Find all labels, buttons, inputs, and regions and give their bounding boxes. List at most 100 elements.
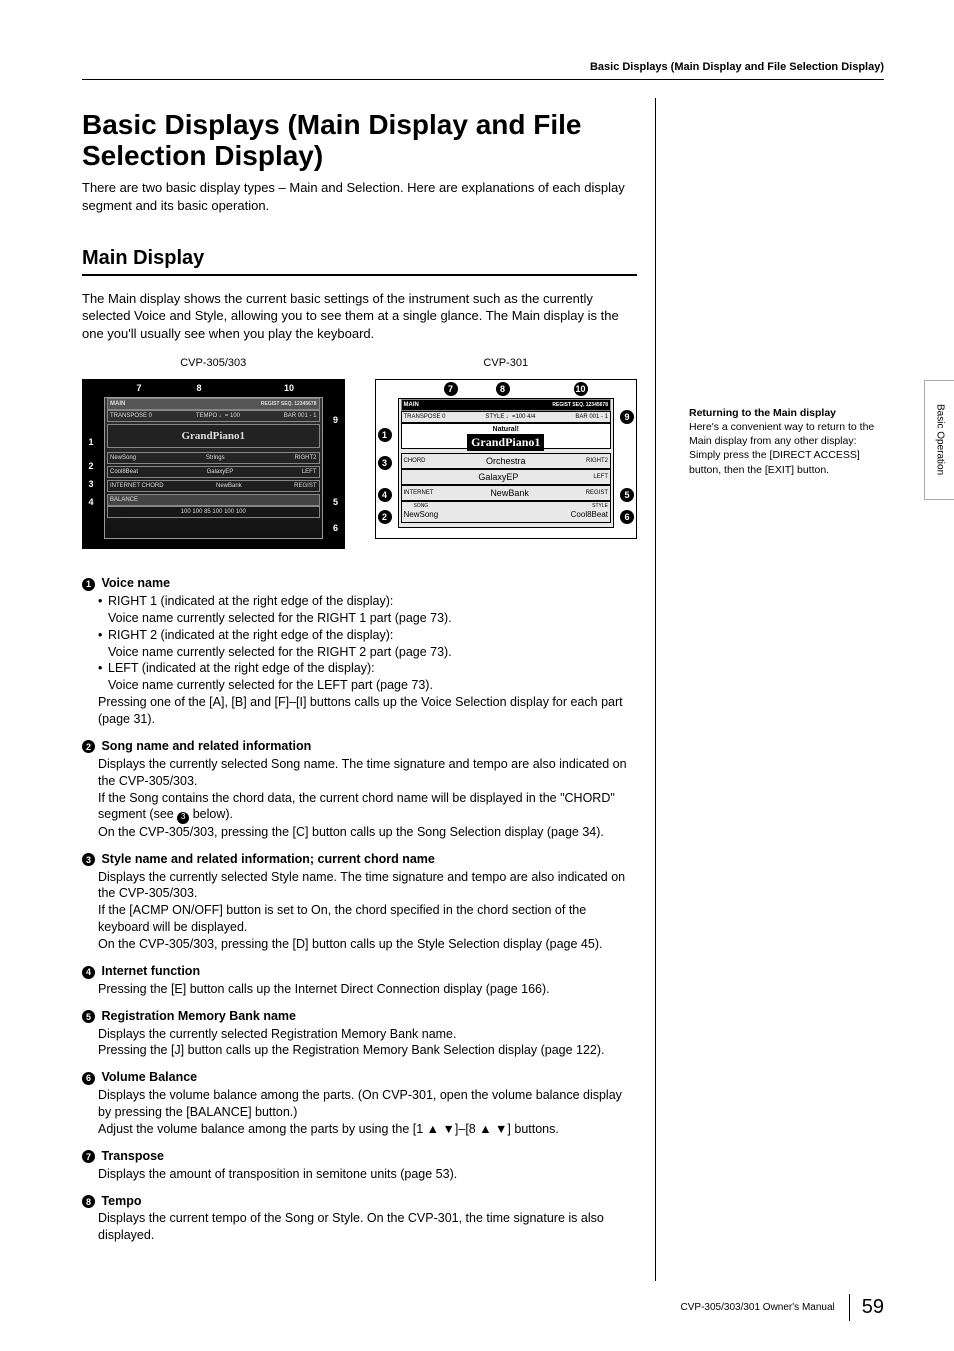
fa-strings: Strings [206,454,225,462]
screen-a-status: TRANSPOSE 0TEMPO ♩= 100BAR 001 - 1 [107,410,320,422]
section-intro: The Main display shows the current basic… [82,290,637,343]
fa-balance: BALANCE [110,496,138,504]
callout-3: 3 [84,477,98,491]
screen-b-song: SONGNewSong STYLECool8Beat [401,501,612,523]
item-2: 2 Song name and related informationDispl… [82,738,637,841]
fa-regist: REGIST SEQ. 12345678 [261,401,317,408]
item-number-badge: 4 [82,966,95,979]
item-7: 7 TransposeDisplays the amount of transp… [82,1148,637,1183]
callout-b8: 8 [496,382,510,396]
screen-b-status: TRANSPOSE 0STYLE ♩=100 4/4BAR 001 - 1 [401,411,612,423]
fb-songlbl: SONG [404,503,439,510]
main-column: Basic Displays (Main Display and File Se… [82,110,637,1254]
figure-right-label: CVP-301 [375,356,638,371]
item-head: 7 Transpose [82,1148,637,1165]
note-body: Here's a convenient way to return to the… [689,420,884,477]
item-text: Displays the amount of transposition in … [98,1166,637,1183]
item-text: Displays the currently selected Registra… [98,1026,637,1060]
page-footer: CVP-305/303/301 Owner's Manual 59 [681,1294,884,1321]
screen-b-r2: CHORDOrchestraRIGHT2 [401,453,612,469]
screen-b: MAINREGIST SEQ. 12345678 TRANSPOSE 0STYL… [398,398,615,528]
fb-newsong: NewSong [404,510,439,519]
item-text: Displays the volume balance among the pa… [98,1087,637,1138]
intro-text: There are two basic display types – Main… [82,179,637,214]
screen-b-left: GalaxyEP LEFT [401,469,612,485]
callout-b4: 4 [378,488,392,502]
fb-gal: GalaxyEP [478,471,518,483]
callout-1: 1 [84,435,98,449]
callout-4: 4 [84,495,98,509]
page-number: 59 [849,1294,884,1321]
note-title: Returning to the Main display [689,406,884,420]
fa-r2l: RIGHT2 [294,454,316,462]
fb-bank: NewBank [490,487,529,499]
figure-right-screenshot: 1 3 4 2 7 8 10 9 5 6 MAINREGIST SEQ. 123… [375,379,638,539]
callout-b1: 1 [378,428,392,442]
fa-bar: BAR 001 - 1 [284,412,317,420]
callout-b6: 6 [620,510,634,524]
figure-left-screenshot: 1 2 3 4 7 8 10 9 5 6 MAINREGIST SEQ. 123… [82,379,345,549]
callout-9: 9 [329,413,343,427]
item-5: 5 Registration Memory Bank nameDisplays … [82,1008,637,1060]
fa-transpose: TRANSPOSE 0 [110,412,152,420]
screen-a-title: MAINREGIST SEQ. 12345678 [107,398,320,410]
fb-regist: REGIST SEQ. 12345678 [552,402,608,409]
callout-2: 2 [84,459,98,473]
item-body: Displays the current tempo of the Song o… [82,1210,637,1244]
inline-number-badge: 3 [177,812,189,824]
fb-style: STYLE ♩=100 4/4 [485,413,535,421]
item-head: 3 Style name and related information; cu… [82,851,637,868]
section-heading: Main Display [82,245,637,276]
bullet: RIGHT 2 (indicated at the right edge of … [98,627,637,661]
item-head: 2 Song name and related information [82,738,637,755]
callout-8: 8 [192,381,206,395]
fb-stylelbl: STYLE [571,503,608,510]
fb-registl: REGIST [586,489,608,497]
item-number-badge: 3 [82,853,95,866]
item-number-badge: 1 [82,578,95,591]
screen-a-voice: GrandPiano1 [107,424,320,448]
item-head: 4 Internet function [82,963,637,980]
item-number-badge: 6 [82,1072,95,1085]
screen-a-r2: NewSongStringsRIGHT2 [107,452,320,464]
item-number-badge: 2 [82,740,95,753]
screen-b-regist: INTERNET NewBank REGIST [401,485,612,501]
fb-r2: RIGHT2 [586,457,608,465]
side-tab: Basic Operation [924,380,954,500]
column-divider [655,98,656,1281]
item-tail: Pressing one of the [A], [B] and [F]–[I]… [98,694,637,728]
fb-nat: Natural! [493,425,519,434]
item-1: 1 Voice nameRIGHT 1 (indicated at the ri… [82,575,637,728]
item-body: Displays the volume balance among the pa… [82,1087,637,1138]
item-text: Pressing the [E] button calls up the Int… [98,981,637,998]
callout-5: 5 [329,495,343,509]
screen-a-vol: 100 100 85 100 100 100 [107,506,320,518]
item-8: 8 TempoDisplays the current tempo of the… [82,1193,637,1245]
item-head: 1 Voice name [82,575,637,592]
fa-style: Cool8Beat [110,468,138,476]
fb-left: LEFT [593,473,608,481]
figure-left: CVP-305/303 1 2 3 4 7 8 10 9 5 6 MAINREG… [82,356,345,549]
item-head: 5 Registration Memory Bank name [82,1008,637,1025]
screen-b-voice: Natural!GrandPiano1 [401,423,612,449]
item-text: Displays the current tempo of the Song o… [98,1210,637,1244]
screen-a: MAINREGIST SEQ. 12345678 TRANSPOSE 0TEMP… [104,397,323,539]
callout-b7: 7 [444,382,458,396]
callout-6: 6 [329,521,343,535]
right-column: Returning to the Main display Here's a c… [689,406,884,477]
callout-b5: 5 [620,488,634,502]
screen-a-regist: INTERNET CHORDNewBankREGIST [107,480,320,492]
callout-b2: 2 [378,510,392,524]
fb-bar: BAR 001 - 1 [575,413,608,421]
figures-row: CVP-305/303 1 2 3 4 7 8 10 9 5 6 MAINREG… [82,356,637,549]
callout-b10: 10 [574,382,588,396]
callout-b3: 3 [378,456,392,470]
fb-int: INTERNET [404,489,434,497]
running-header: Basic Displays (Main Display and File Se… [82,60,884,80]
callout-10: 10 [282,381,296,395]
items-list: 1 Voice nameRIGHT 1 (indicated at the ri… [82,575,637,1244]
item-number-badge: 7 [82,1150,95,1163]
fa-registl: REGIST [294,482,316,490]
item-3: 3 Style name and related information; cu… [82,851,637,953]
item-number-badge: 5 [82,1010,95,1023]
